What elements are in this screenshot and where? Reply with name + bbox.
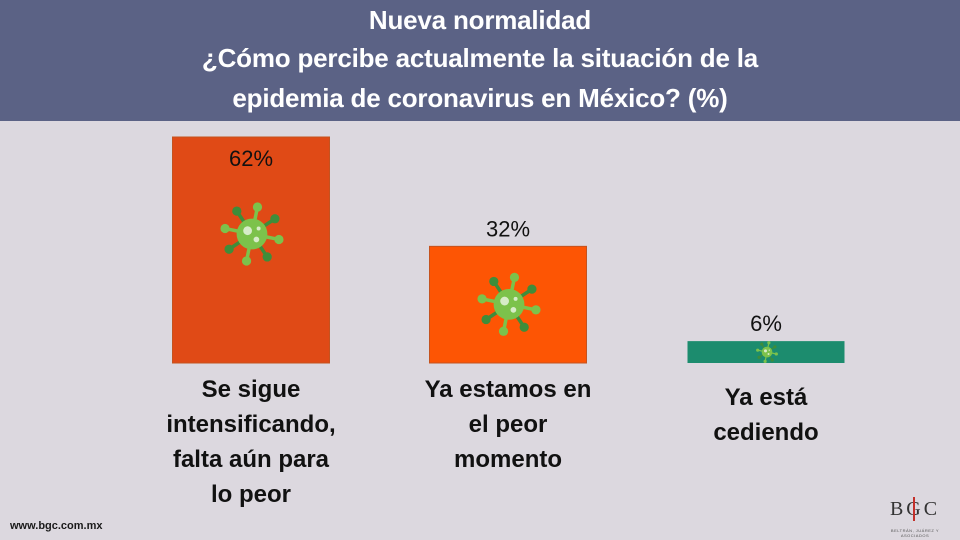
category-label-line: falta aún para (172, 446, 330, 473)
bgc-logo: BGC BELTRÁN, JUÁREZ Y ASOCIADOS (880, 495, 950, 538)
bar-2 (429, 245, 587, 364)
category-label-line: intensificando, (166, 411, 336, 438)
data-label-1: 62% (229, 146, 273, 171)
category-label-line: el peor (468, 411, 548, 438)
chart-title-line-3: epidemia de coronavirus en México? (%) (232, 83, 728, 113)
virus-icon (220, 202, 284, 266)
data-label-2: 32% (486, 216, 530, 241)
category-label-1: Se sigue intensificando, falta aún para lo … (136, 372, 366, 512)
footer-url: www.bgc.com.mx (10, 520, 103, 532)
chart-title-line-1: Nueva normalidad (368, 5, 592, 35)
virus-icon (756, 341, 778, 363)
bar-1 (172, 136, 330, 364)
category-label-line: lo peor (210, 481, 291, 508)
category-label-line: Ya está (724, 384, 808, 411)
chart-title-line-2: ¿Cómo percibe actualmente la situación d… (201, 43, 759, 73)
virus-icon (477, 272, 541, 336)
logo-slash (913, 497, 915, 521)
category-label-line: Se sigue (201, 376, 301, 403)
category-label-line: momento (454, 446, 562, 473)
logo-text: BGC (889, 498, 941, 520)
header-banner: Nueva normalidad ¿Cómo percibe actualmen… (0, 0, 960, 121)
logo-subtext: BELTRÁN, JUÁREZ Y ASOCIADOS (890, 528, 940, 538)
data-label-3: 6% (750, 311, 782, 336)
category-label-line: Ya estamos en (424, 376, 592, 403)
category-label-2: Ya estamos en el peor momento (393, 372, 623, 477)
category-label-line: cediendo (713, 419, 819, 446)
category-label-3: Ya está cediendo (651, 380, 881, 450)
